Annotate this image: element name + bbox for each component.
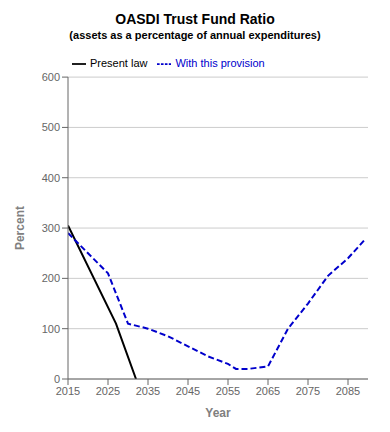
html-text:With this provision: With this provision	[175, 57, 265, 69]
svg-text:Year: Year	[205, 406, 231, 420]
svg-text:500: 500	[42, 121, 60, 133]
svg-text:2025: 2025	[96, 385, 120, 397]
svg-text:2075: 2075	[296, 385, 320, 397]
svg-text:300: 300	[42, 222, 60, 234]
svg-text:2055: 2055	[216, 385, 240, 397]
html-text:OASDI Trust Fund Ratio: OASDI Trust Fund Ratio	[115, 11, 275, 27]
svg-text:2035: 2035	[136, 385, 160, 397]
svg-text:400: 400	[42, 172, 60, 184]
svg-text:200: 200	[42, 272, 60, 284]
svg-text:Percent: Percent	[13, 206, 27, 250]
svg-text:2085: 2085	[336, 385, 360, 397]
svg-text:2015: 2015	[56, 385, 80, 397]
svg-text:0: 0	[54, 373, 60, 385]
html-text:(assets as a percentage of ann: (assets as a percentage of annual expend…	[69, 29, 321, 42]
svg-text:2045: 2045	[176, 385, 200, 397]
svg-text:2065: 2065	[256, 385, 280, 397]
svg-text:600: 600	[42, 71, 60, 83]
html-text:Present law: Present law	[90, 57, 148, 69]
svg-text:100: 100	[42, 323, 60, 335]
